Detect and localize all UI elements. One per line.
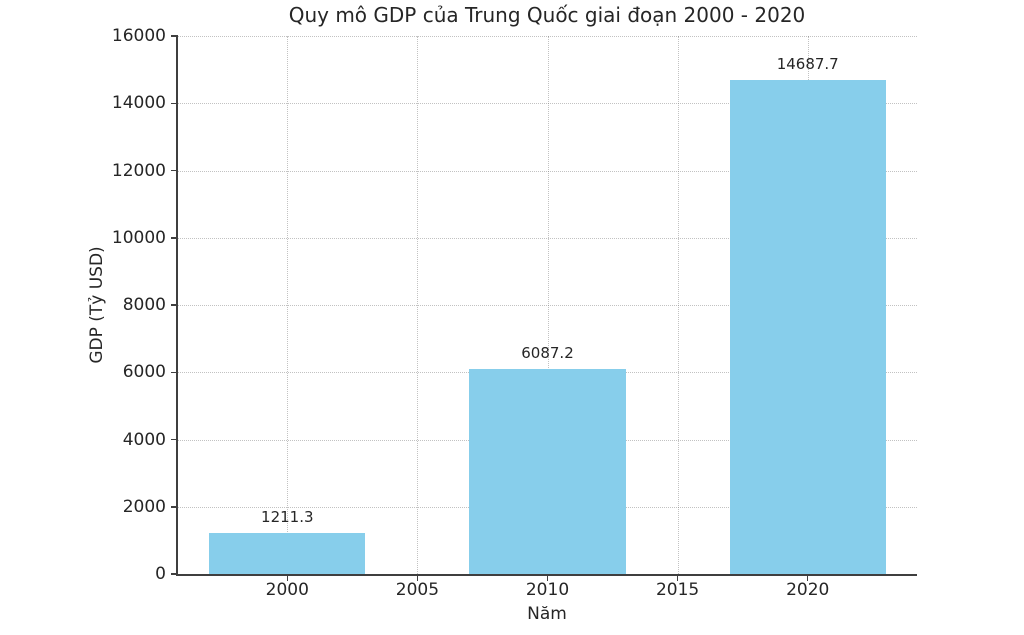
y-tick-label: 10000 <box>111 227 166 248</box>
y-tick-mark <box>171 237 178 239</box>
y-tick-mark <box>171 371 178 373</box>
x-tick-mark <box>676 574 679 581</box>
bar-2020 <box>729 80 886 574</box>
y-tick-label: 2000 <box>122 496 166 517</box>
y-tick-mark <box>171 438 178 441</box>
y-tick-label: 14000 <box>111 93 166 114</box>
bar-value-label-2000: 1211.3 <box>261 508 314 527</box>
y-tick-label: 4000 <box>122 429 166 450</box>
y-tick-mark <box>171 304 178 306</box>
x-tick-mark <box>546 574 549 581</box>
y-tick-mark <box>171 573 178 575</box>
x-tick-label: 2015 <box>655 580 700 600</box>
y-tick-mark <box>171 102 178 104</box>
x-tick-mark <box>416 574 419 581</box>
bar-2010 <box>469 369 626 574</box>
bar-2000 <box>209 533 366 574</box>
x-gridline <box>677 36 679 574</box>
y-tick-label: 0 <box>155 564 166 584</box>
x-tick-label: 2010 <box>525 580 570 600</box>
y-gridline <box>178 36 917 37</box>
x-gridline <box>287 36 289 574</box>
y-tick-label: 16000 <box>111 26 166 46</box>
chart-title: Quy mô GDP của Trung Quốc giai đoạn 2000… <box>288 3 806 27</box>
y-tick-label: 6000 <box>122 362 166 383</box>
y-gridline <box>178 305 917 306</box>
x-gridline <box>417 36 419 574</box>
y-gridline <box>178 237 917 239</box>
x-tick-label: 2005 <box>395 580 440 600</box>
x-tick-label: 2020 <box>786 580 830 600</box>
y-tick-label: 12000 <box>111 160 166 181</box>
x-tick-mark <box>806 574 809 581</box>
x-gridline <box>547 36 549 574</box>
x-tick-label: 2000 <box>265 580 309 600</box>
y-tick-mark <box>171 169 178 172</box>
y-gridline <box>178 170 917 172</box>
y-gridline <box>178 103 917 105</box>
bottom-spine <box>176 574 917 576</box>
left-spine <box>176 36 178 576</box>
bar-value-label-2020: 14687.7 <box>776 55 839 74</box>
bar-value-label-2010: 6087.2 <box>521 344 574 363</box>
y-tick-label: 8000 <box>122 295 166 315</box>
x-axis-label: Năm <box>527 604 567 624</box>
x-tick-mark <box>286 574 289 581</box>
y-tick-mark <box>171 506 178 508</box>
y-tick-mark <box>171 35 178 37</box>
